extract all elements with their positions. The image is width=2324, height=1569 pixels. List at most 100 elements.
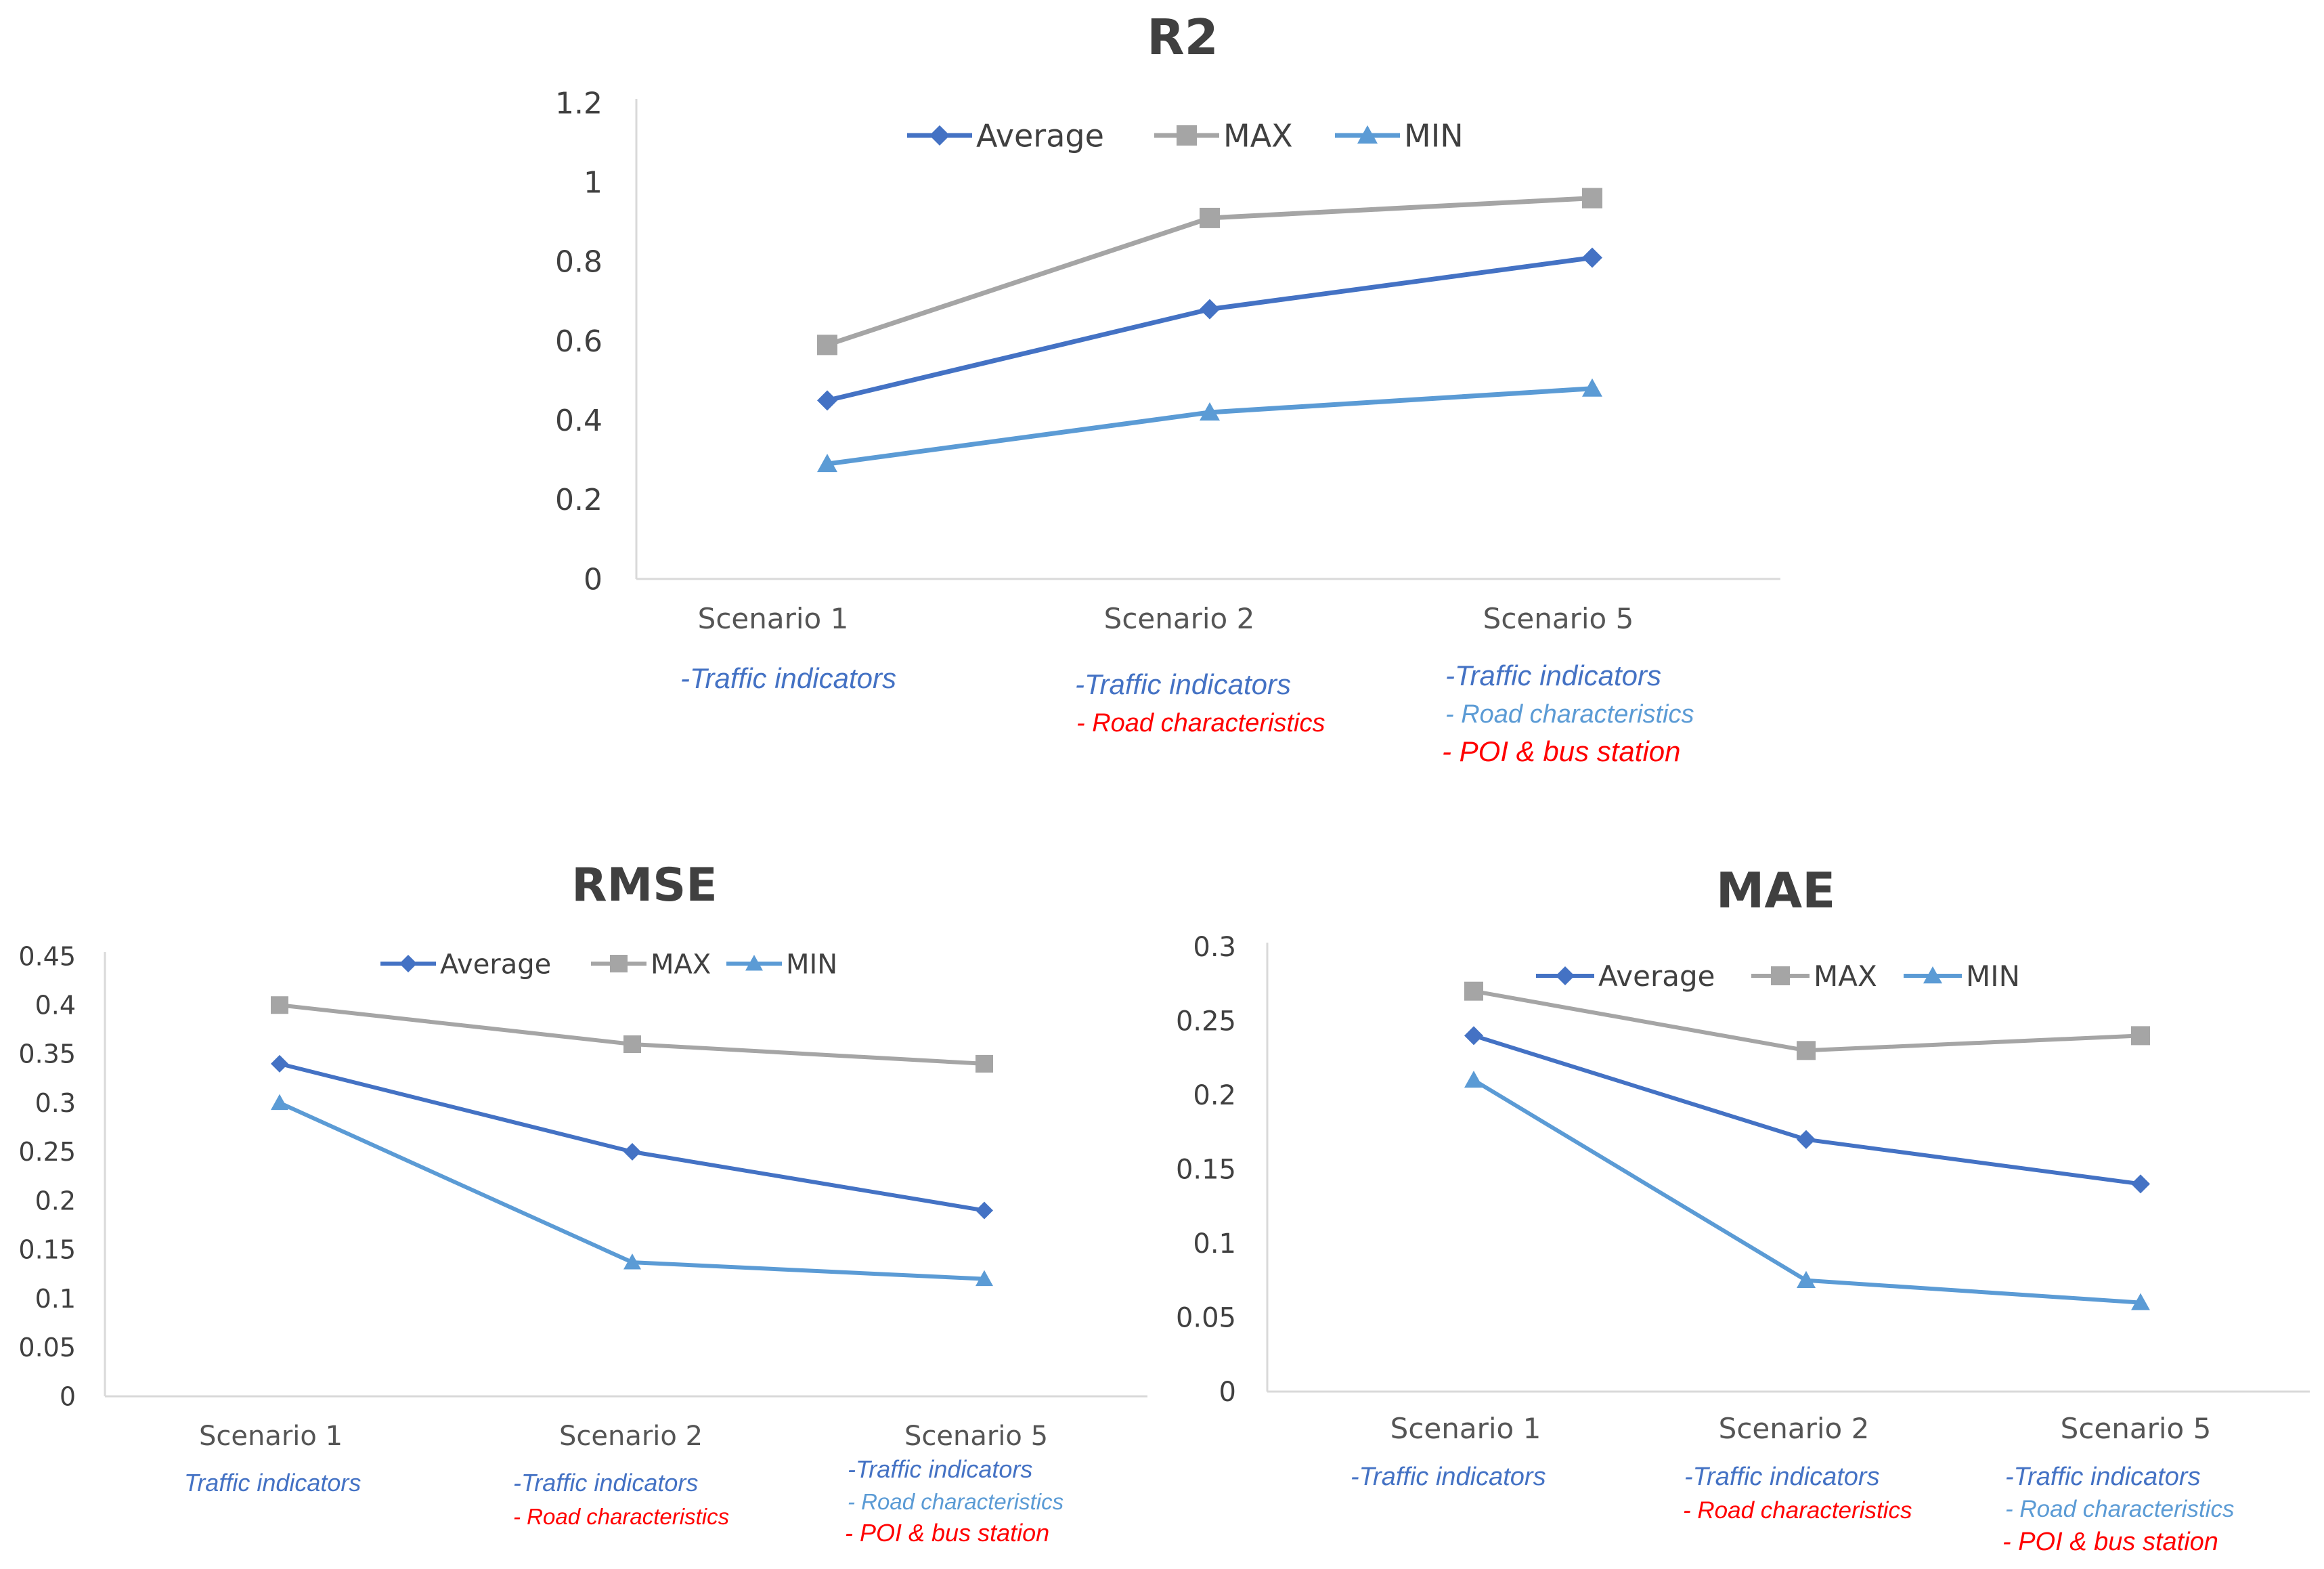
y-tick-label: 0.35	[18, 1039, 76, 1069]
legend-marker-min	[745, 955, 763, 971]
legend-label-max: MAX	[1223, 118, 1293, 154]
y-tick-label: 0.15	[1176, 1155, 1236, 1186]
legend-label-average: Average	[1598, 960, 1715, 993]
data-point-max	[1582, 188, 1602, 209]
data-point-max	[623, 1035, 641, 1053]
y-tick-label: 0.05	[1176, 1303, 1236, 1334]
legend-label-average: Average	[440, 949, 551, 980]
scenario-annotation: -Traffic indicators	[513, 1469, 698, 1497]
scenario-annotation: -Traffic indicators	[1075, 668, 1291, 700]
data-point-min	[623, 1253, 641, 1270]
data-point-average	[2131, 1174, 2150, 1194]
scenario-annotation: -Traffic indicators	[2005, 1463, 2201, 1491]
y-tick-label: 0.45	[18, 941, 76, 971]
data-point-min	[1582, 378, 1602, 397]
scenario-annotation: - Road characteristics	[1445, 700, 1694, 729]
x-category-label: Scenario 5	[904, 1421, 1048, 1452]
legend-marker-min	[1923, 966, 1942, 984]
chart-rmse: RMSE 0 0.05 0.1 0.15 0.2 0.25 0.3 0.35 0.4 0.45 Sce…	[18, 859, 1147, 1547]
chart-r2: R2 0 0.2 0.4 0.6 0.8 1 1.2 Scenario 1 Scenario 2 S…	[555, 9, 1780, 767]
data-point-average	[271, 1054, 288, 1073]
y-tick-label: 0.8	[555, 245, 602, 280]
series-line-average	[279, 1061, 985, 1213]
x-category-label: Scenario 2	[1104, 602, 1255, 635]
scenario-annotation: Traffic indicators	[184, 1469, 361, 1497]
y-tick-label: 0.15	[18, 1235, 76, 1265]
scenario-annotation: -Traffic indicators	[1445, 660, 1661, 691]
scenario-annotation: - Road characteristics	[1076, 709, 1325, 737]
data-point-min	[975, 1270, 993, 1287]
legend-label-min: MIN	[1966, 960, 2020, 993]
x-category-label: Scenario 1	[1390, 1412, 1541, 1445]
x-category-label: Scenario 1	[199, 1421, 343, 1452]
data-point-average	[1797, 1130, 1816, 1149]
scenario-annotation: - Road characteristics	[848, 1489, 1064, 1514]
legend-marker-max	[610, 955, 628, 972]
legend-marker-average	[1556, 966, 1575, 985]
y-tick-label: 1.2	[555, 86, 602, 121]
y-tick-label: 0.6	[555, 324, 602, 359]
y-tick-label: 0.2	[555, 483, 602, 517]
legend-label-max: MAX	[1814, 960, 1877, 993]
x-category-label: Scenario 2	[559, 1421, 703, 1452]
y-tick-label: 0.05	[18, 1333, 76, 1362]
x-category-label: Scenario 5	[2061, 1412, 2212, 1445]
chart-title: R2	[1147, 9, 1219, 66]
chart-title: MAE	[1716, 862, 1836, 919]
y-tick-label: 0	[1219, 1377, 1236, 1408]
data-point-max	[2131, 1026, 2150, 1046]
data-point-average	[1200, 299, 1220, 320]
series-line-max	[279, 1003, 985, 1066]
legend-marker-max	[1771, 966, 1790, 985]
y-tick-label: 0.2	[1193, 1080, 1236, 1111]
legend-marker-average	[399, 955, 417, 972]
data-point-min	[817, 454, 837, 473]
data-point-max	[271, 996, 288, 1014]
x-category-label: Scenario 1	[698, 602, 849, 635]
scenario-annotation: - POI & bus station	[2002, 1528, 2218, 1556]
data-point-average	[975, 1201, 993, 1220]
y-tick-label: 0.3	[35, 1088, 76, 1118]
data-point-min	[2131, 1293, 2150, 1310]
legend-label-max: MAX	[651, 949, 711, 980]
data-point-average	[817, 390, 837, 411]
scenario-annotation: - POI & bus station	[845, 1519, 1049, 1547]
y-tick-label: 0.1	[35, 1284, 76, 1314]
data-point-max	[975, 1054, 993, 1073]
scenario-annotation: -Traffic indicators	[1684, 1463, 1880, 1491]
scenario-annotation: -Traffic indicators	[680, 662, 896, 694]
y-tick-label: 0.3	[1193, 932, 1236, 963]
data-point-average	[1582, 247, 1602, 268]
data-point-max	[1797, 1041, 1816, 1060]
data-point-min	[1797, 1270, 1816, 1288]
y-tick-label: 0.25	[1176, 1006, 1236, 1037]
series-line-min	[1472, 1078, 2141, 1305]
data-point-min	[271, 1094, 288, 1111]
data-point-max	[817, 335, 837, 356]
y-tick-label: 1	[584, 166, 602, 200]
chart-mae: MAE 0 0.05 0.1 0.15 0.2 0.25 0.3 Scenario 1 Scena…	[1176, 862, 2310, 1556]
data-point-average	[1464, 1026, 1483, 1046]
legend-marker-min	[1357, 125, 1378, 144]
scenario-annotation: - Road characteristics	[1683, 1497, 1912, 1524]
x-category-label: Scenario 2	[1719, 1412, 1870, 1445]
legend-marker-max	[1177, 125, 1197, 146]
series-line-min	[827, 386, 1593, 467]
y-tick-label: 0.25	[18, 1137, 76, 1167]
legend-label-average: Average	[976, 118, 1104, 154]
y-tick-label: 0.1	[1193, 1228, 1236, 1260]
y-tick-label: 0	[60, 1381, 76, 1411]
scenario-annotation: - POI & bus station	[1442, 735, 1681, 767]
data-point-max	[1200, 207, 1220, 228]
y-tick-label: 0.4	[35, 991, 76, 1020]
legend-label-min: MIN	[786, 949, 837, 980]
legend-marker-average	[929, 125, 950, 146]
chart-title: RMSE	[571, 859, 717, 912]
scenario-annotation: - Road characteristics	[2005, 1496, 2234, 1522]
scenario-annotation: -Traffic indicators	[1351, 1463, 1546, 1491]
scenario-annotation: - Road characteristics	[513, 1504, 729, 1529]
data-point-average	[623, 1142, 641, 1161]
y-tick-label: 0.4	[555, 404, 602, 438]
series-line-average	[827, 255, 1593, 403]
